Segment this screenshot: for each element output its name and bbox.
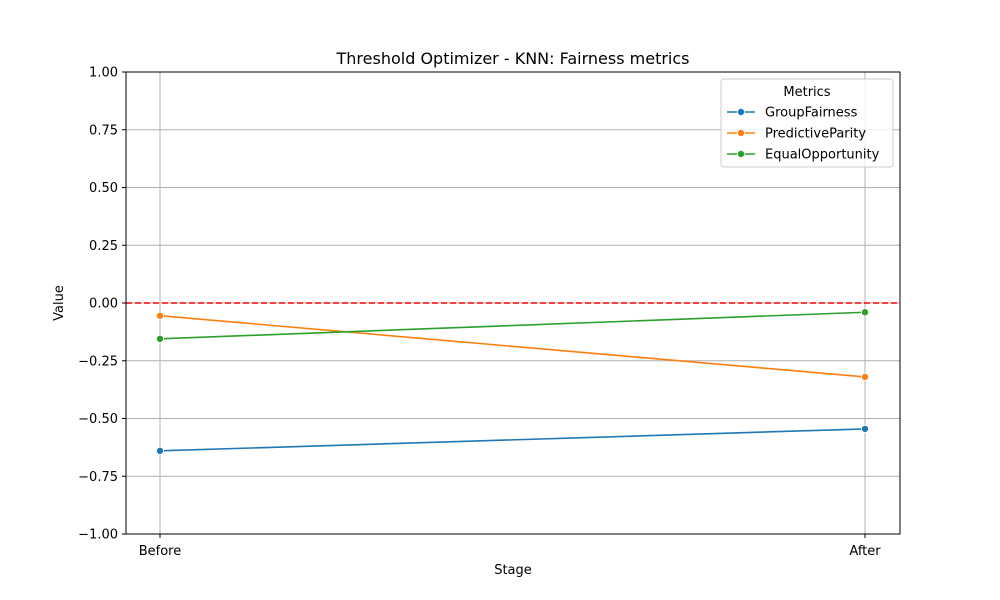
legend-title: Metrics	[783, 85, 830, 100]
series-group	[155, 308, 870, 455]
legend-swatch-marker	[737, 149, 746, 158]
chart-title: Threshold Optimizer - KNN: Fairness metr…	[336, 49, 690, 68]
data-point-groupfairness-before	[155, 446, 164, 455]
legend-swatch-marker	[737, 108, 746, 117]
legend-item-predictiveparity: PredictiveParity	[727, 127, 866, 142]
data-point-predictiveparity-after	[861, 372, 870, 381]
legend-box	[720, 78, 894, 168]
series-line-equalopportunity	[159, 311, 866, 340]
y-tick-label: 0.75	[89, 123, 118, 138]
y-tick-label: −0.75	[78, 470, 118, 485]
data-point-predictiveparity-before	[155, 311, 164, 320]
series-line-predictiveparity	[159, 314, 866, 378]
y-tick-label: 1.00	[89, 66, 118, 81]
x-ticks: Before After	[139, 534, 881, 559]
y-ticks: 1.00 0.75 0.50 0.25 0.00 −0.25 −0.50 −0.75 −1.00	[78, 66, 126, 543]
y-tick-label: −1.00	[78, 528, 118, 543]
series-line-groupfairness	[159, 428, 866, 452]
legend-items: GroupFairness PredictiveParity EqualOpport…	[727, 106, 880, 163]
x-tick-label: After	[849, 544, 881, 559]
legend-swatch-marker	[737, 128, 746, 137]
y-axis-label: Value	[52, 285, 67, 321]
y-tick-label: −0.25	[78, 354, 118, 369]
y-tick-label: 0.00	[89, 297, 118, 312]
legend-item-equalopportunity: EqualOpportunity	[727, 148, 880, 163]
legend-label: GroupFairness	[765, 106, 858, 121]
y-tick-label: 0.25	[89, 239, 118, 254]
legend-label: EqualOpportunity	[765, 148, 880, 163]
data-point-equalopportunity-before	[155, 334, 164, 343]
y-tick-label: −0.50	[78, 412, 118, 427]
legend-item-groupfairness: GroupFairness	[727, 106, 858, 121]
legend-label: PredictiveParity	[765, 127, 866, 142]
data-point-groupfairness-after	[861, 424, 870, 433]
x-axis-label: Stage	[494, 563, 532, 578]
y-tick-label: 0.50	[89, 181, 118, 196]
legend: Metrics GroupFairness PredictiveParity Equ…	[720, 78, 894, 168]
data-point-equalopportunity-after	[861, 308, 870, 317]
x-tick-label: Before	[139, 544, 182, 559]
